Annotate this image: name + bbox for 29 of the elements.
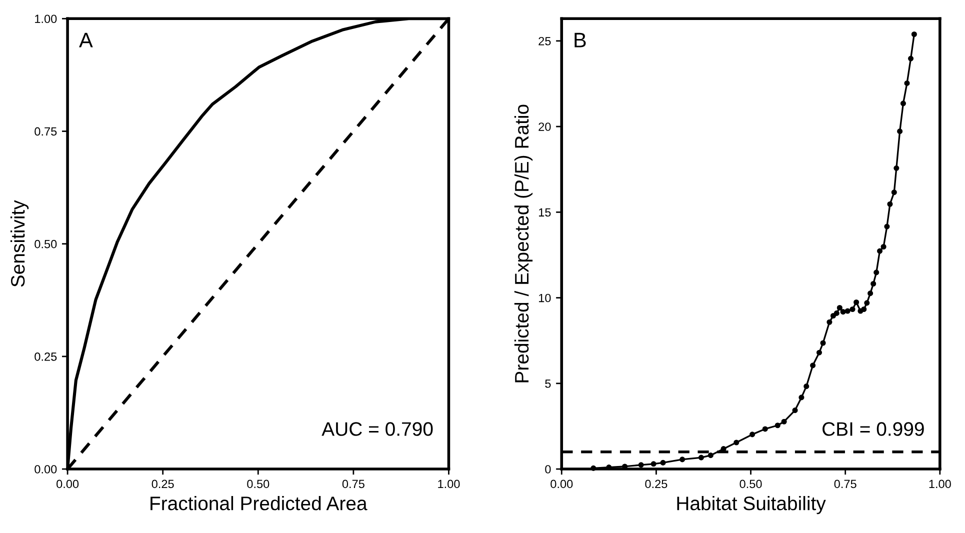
annotation: CBI = 0.999 xyxy=(822,422,924,436)
x-axis-title: Habitat Suitability xyxy=(677,496,826,514)
y-tick-label: 10 xyxy=(538,294,551,302)
x-tick-label: 0.75 xyxy=(342,480,364,488)
y-tick-label: 15 xyxy=(538,208,551,217)
x-tick-label: 0.00 xyxy=(56,480,79,488)
x-tick-label: 0.25 xyxy=(645,480,668,488)
x-axis-title: Fractional Predicted Area xyxy=(150,496,368,510)
x-tick-label: 0.25 xyxy=(152,480,174,488)
y-tick-label: 20 xyxy=(538,122,551,131)
y-tick-label: 0.00 xyxy=(34,465,57,474)
annotation: A xyxy=(79,32,93,48)
x-tick-label: 1.00 xyxy=(438,480,460,488)
y-tick-label: 0.50 xyxy=(34,240,57,248)
y-tick-label: 0.25 xyxy=(34,352,57,361)
annotation: AUC = 0.790 xyxy=(322,422,433,436)
y-tick-label: 5 xyxy=(545,380,551,388)
y-tick-label: 0.75 xyxy=(34,127,57,136)
x-tick-label: 0.00 xyxy=(550,480,573,488)
x-tick-label: 0.75 xyxy=(834,480,856,488)
y-tick-label: 1.00 xyxy=(35,14,57,24)
y-axis-title: Sensitivity xyxy=(10,200,29,287)
x-tick-label: 1.00 xyxy=(929,480,951,488)
annotation: B xyxy=(574,32,586,48)
y-tick-label: 0 xyxy=(545,465,551,474)
y-axis-title: Predicted / Expected (P/E) Ratio xyxy=(514,104,533,382)
y-tick-label: 25 xyxy=(538,36,551,46)
x-tick-label: 0.50 xyxy=(740,480,762,488)
x-tick-label: 0.50 xyxy=(247,480,270,488)
